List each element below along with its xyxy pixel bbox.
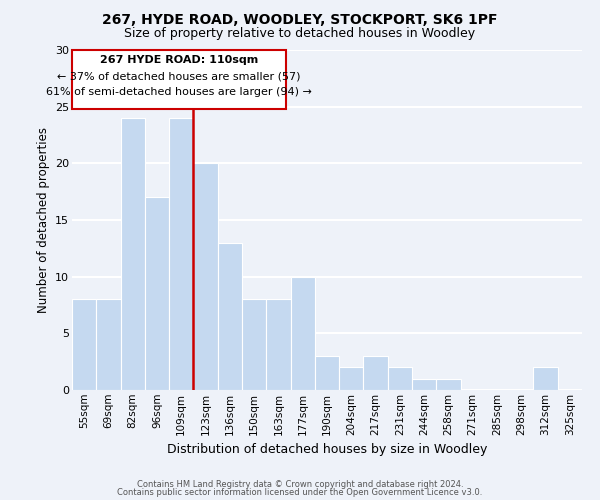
Bar — [388, 368, 412, 390]
Bar — [266, 300, 290, 390]
Text: ← 37% of detached houses are smaller (57): ← 37% of detached houses are smaller (57… — [58, 71, 301, 81]
X-axis label: Distribution of detached houses by size in Woodley: Distribution of detached houses by size … — [167, 443, 487, 456]
Bar — [121, 118, 145, 390]
Y-axis label: Number of detached properties: Number of detached properties — [37, 127, 50, 313]
Text: 61% of semi-detached houses are larger (94) →: 61% of semi-detached houses are larger (… — [46, 87, 312, 97]
Bar — [533, 368, 558, 390]
Text: Contains public sector information licensed under the Open Government Licence v3: Contains public sector information licen… — [118, 488, 482, 497]
Bar — [145, 198, 169, 390]
Text: Size of property relative to detached houses in Woodley: Size of property relative to detached ho… — [124, 28, 476, 40]
Bar — [339, 368, 364, 390]
Bar — [315, 356, 339, 390]
Bar — [242, 300, 266, 390]
Bar — [436, 378, 461, 390]
Bar — [193, 164, 218, 390]
Bar — [218, 242, 242, 390]
Text: Contains HM Land Registry data © Crown copyright and database right 2024.: Contains HM Land Registry data © Crown c… — [137, 480, 463, 489]
Text: 267 HYDE ROAD: 110sqm: 267 HYDE ROAD: 110sqm — [100, 55, 258, 65]
Bar — [290, 276, 315, 390]
Bar — [96, 300, 121, 390]
Text: 267, HYDE ROAD, WOODLEY, STOCKPORT, SK6 1PF: 267, HYDE ROAD, WOODLEY, STOCKPORT, SK6 … — [102, 12, 498, 26]
Bar — [72, 300, 96, 390]
FancyBboxPatch shape — [73, 50, 286, 109]
Bar — [169, 118, 193, 390]
Bar — [412, 378, 436, 390]
Bar — [364, 356, 388, 390]
